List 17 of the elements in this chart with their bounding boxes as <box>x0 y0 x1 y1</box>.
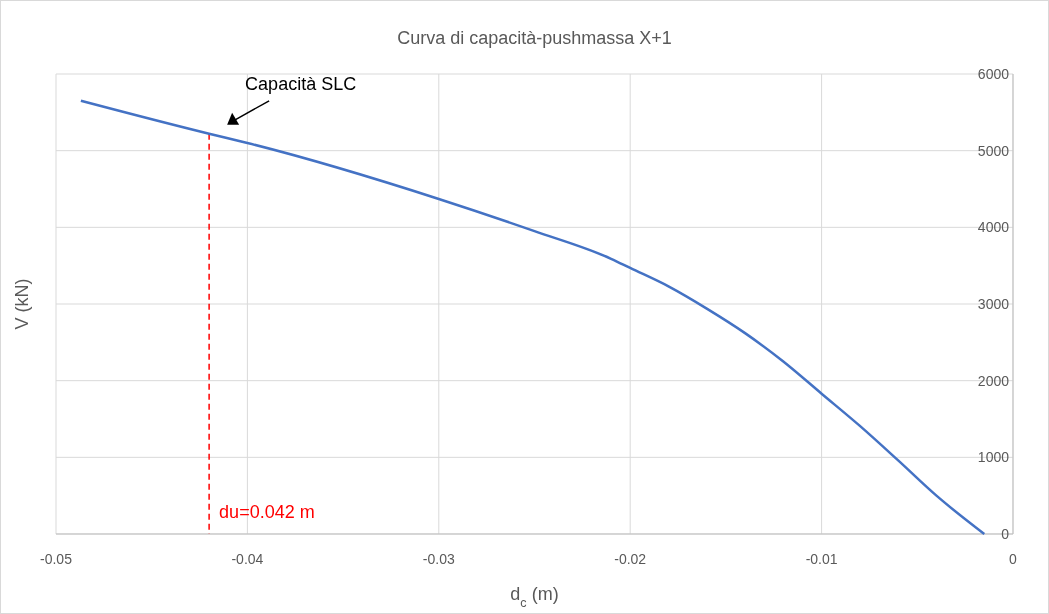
annotation: Capacità SLC <box>245 73 357 94</box>
x-axis-title: d$_{c}$ (m) <box>510 584 559 610</box>
x-tick-label: -0.04 <box>231 551 264 567</box>
x-tick-label: -0.01 <box>805 551 838 567</box>
x-tick-label: -0.03 <box>422 551 455 567</box>
y-tick-label: 1000 <box>977 449 1010 466</box>
y-tick-label: 4000 <box>977 219 1010 236</box>
x-tick-label: -0.05 <box>40 551 73 567</box>
chart-title: Curva di capacità-pushmassa X+1 <box>397 28 672 48</box>
x-tick-label: -0.02 <box>614 551 647 567</box>
y-tick-label: 2000 <box>977 372 1010 389</box>
y-tick-label: 5000 <box>977 142 1010 159</box>
y-axis-title: V (kN) <box>12 278 32 330</box>
y-tick-label: 3000 <box>977 296 1010 312</box>
annotation: du=0.042 m <box>219 502 315 522</box>
y-tick-label: 0 <box>1001 526 1010 542</box>
y-tick-label: 6000 <box>977 66 1010 82</box>
